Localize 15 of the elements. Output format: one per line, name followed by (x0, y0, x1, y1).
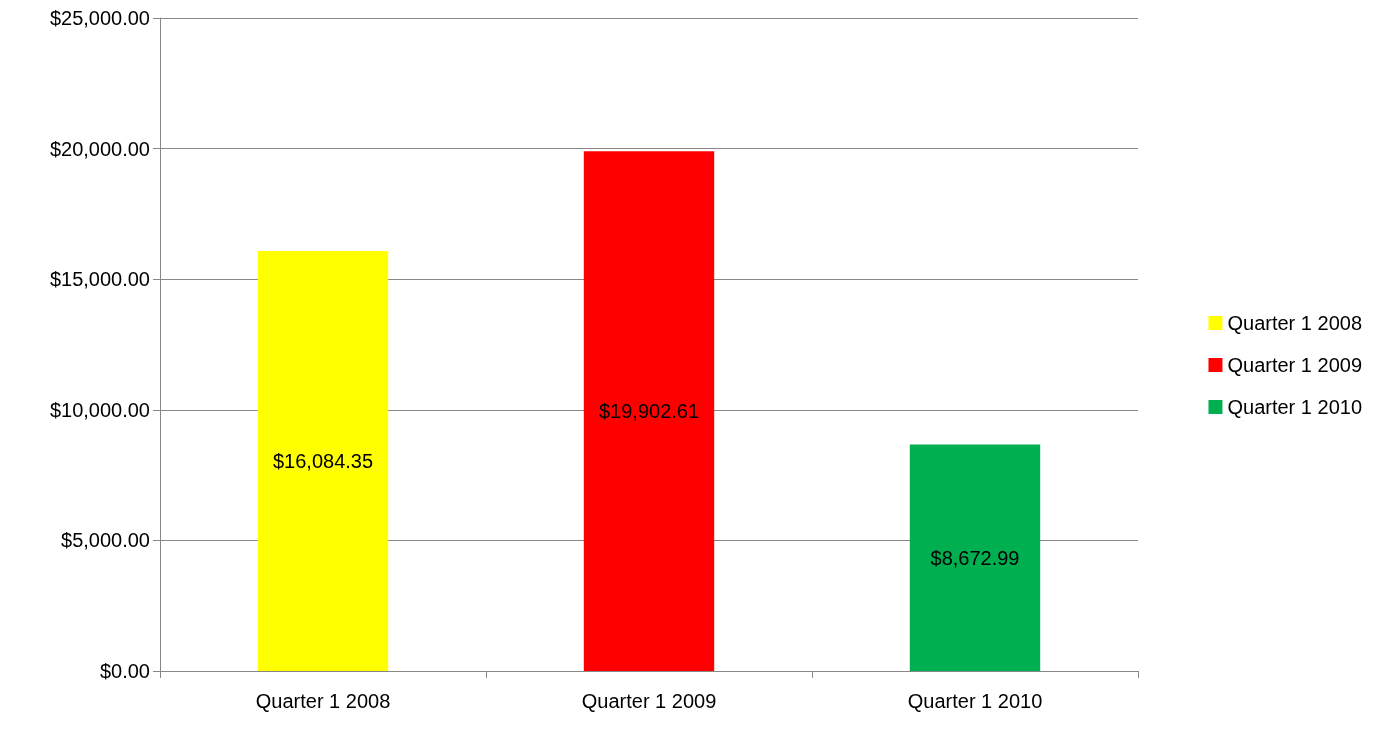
y-tick-label: $5,000.00 (61, 529, 150, 552)
data-label: $19,902.61 (598, 400, 700, 423)
data-label: $16,084.35 (272, 449, 374, 472)
x-tick-label: Quarter 1 2010 (907, 690, 1043, 712)
y-tick-label: $10,000.00 (49, 398, 150, 421)
y-tick-label: $0.00 (99, 660, 150, 682)
legend-label: Quarter 1 2009 (1227, 354, 1362, 376)
y-tick-label: $20,000.00 (49, 137, 150, 160)
x-tick-label: Quarter 1 2009 (581, 690, 717, 712)
x-tick-label: Quarter 1 2008 (255, 690, 391, 712)
legend-label: Quarter 1 2010 (1227, 396, 1362, 418)
y-tick-label: $25,000.00 (49, 7, 150, 29)
data-label: $8,672.99 (930, 546, 1020, 569)
legend-label: Quarter 1 2008 (1227, 312, 1362, 334)
y-tick-label: $15,000.00 (49, 268, 150, 291)
